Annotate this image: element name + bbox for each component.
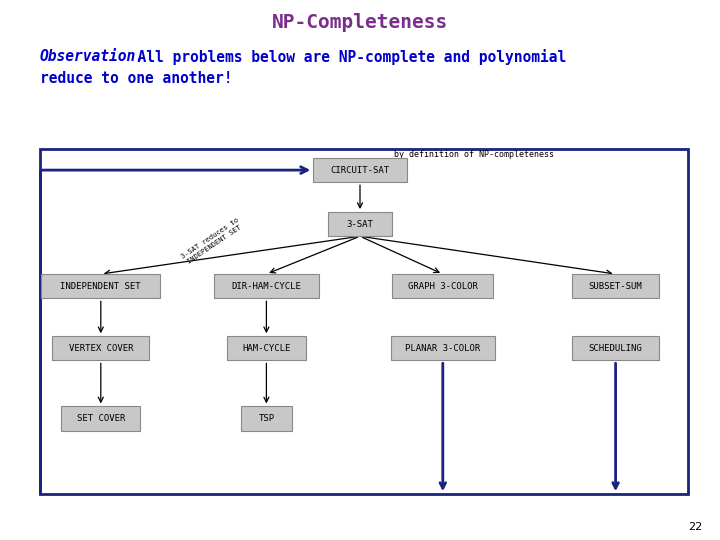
FancyBboxPatch shape <box>53 336 150 361</box>
Text: SUBSET-SUM: SUBSET-SUM <box>589 282 642 291</box>
Text: 3-SAT: 3-SAT <box>346 220 374 228</box>
Text: SCHEDULING: SCHEDULING <box>589 344 642 353</box>
FancyBboxPatch shape <box>328 212 392 237</box>
Text: INDEPENDENT SET: INDEPENDENT SET <box>60 282 141 291</box>
Text: HAM-CYCLE: HAM-CYCLE <box>242 344 291 353</box>
Bar <box>40 148 688 494</box>
FancyBboxPatch shape <box>42 274 161 298</box>
Text: PLANAR 3-COLOR: PLANAR 3-COLOR <box>405 344 480 353</box>
Text: by definition of NP-completeness: by definition of NP-completeness <box>395 150 554 159</box>
Text: Observation.: Observation. <box>40 49 145 64</box>
FancyBboxPatch shape <box>227 336 306 361</box>
FancyBboxPatch shape <box>61 406 140 431</box>
FancyBboxPatch shape <box>241 406 292 431</box>
Text: TSP: TSP <box>258 414 274 423</box>
Text: NP-Completeness: NP-Completeness <box>272 14 448 32</box>
Text: 22: 22 <box>688 522 702 532</box>
Text: All problems below are NP-complete and polynomial: All problems below are NP-complete and p… <box>120 49 567 65</box>
Text: DIR-HAM-CYCLE: DIR-HAM-CYCLE <box>231 282 302 291</box>
FancyBboxPatch shape <box>313 158 407 182</box>
FancyBboxPatch shape <box>572 336 659 361</box>
FancyBboxPatch shape <box>215 274 319 298</box>
Text: reduce to one another!: reduce to one another! <box>40 71 232 86</box>
Text: 3-SAT reduces to
INDEPENDENT SET: 3-SAT reduces to INDEPENDENT SET <box>181 217 244 266</box>
Text: GRAPH 3-COLOR: GRAPH 3-COLOR <box>408 282 478 291</box>
Text: SET COVER: SET COVER <box>76 414 125 423</box>
FancyBboxPatch shape <box>390 336 495 361</box>
FancyBboxPatch shape <box>572 274 659 298</box>
Text: CIRCUIT-SAT: CIRCUIT-SAT <box>330 166 390 174</box>
Text: VERTEX COVER: VERTEX COVER <box>68 344 133 353</box>
FancyBboxPatch shape <box>392 274 493 298</box>
